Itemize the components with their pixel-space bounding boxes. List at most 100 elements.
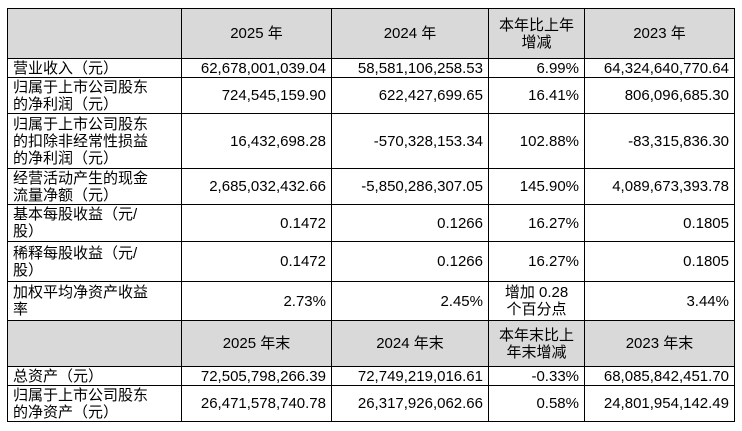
value-cell-text: -5,850,286,307.05 [361, 178, 483, 195]
value-cell-text: 806,096,685.30 [624, 87, 729, 104]
column-header: 2025 年 [181, 8, 332, 59]
value-cell-text: 145.90% [519, 178, 579, 195]
row-label: 加权平均净资产收益率 [7, 281, 182, 321]
row-label-text: 营业收入（元） [13, 59, 119, 77]
value-cell: 16,432,698.28 [181, 113, 332, 169]
row-label-text: 基本每股收益（元/股） [13, 206, 138, 240]
value-cell-text: 16.41% [528, 87, 579, 104]
value-cell: 16.41% [488, 77, 585, 114]
value-cell-text: 16,432,698.28 [230, 132, 326, 150]
row-label-text: 稀释每股收益（元/股） [13, 244, 138, 279]
value-cell: 68,085,842,451.70 [584, 366, 735, 386]
column-header-text: 2024 年末 [376, 335, 444, 352]
row-label-text: 归属于上市公司股东的扣除非经常性损益的净利润（元） [13, 115, 149, 167]
header-corner [7, 8, 182, 59]
row-label: 总资产（元） [7, 366, 182, 386]
data-row: 营业收入（元） 62,678,001,039.04 58,581,106,258.5… [7, 58, 735, 78]
value-cell: 0.58% [488, 385, 585, 422]
value-cell: 0.1805 [584, 241, 735, 282]
value-cell-text: 724,545,159.90 [221, 87, 326, 104]
data-row: 加权平均净资产收益率 2.73% 2.45% 增加 0.28 个百分点 3.44% [7, 281, 735, 321]
value-cell: 0.1472 [181, 241, 332, 282]
value-cell: 6.99% [488, 58, 585, 78]
value-cell: 72,505,798,266.39 [181, 366, 332, 386]
value-cell-text: 3.44% [686, 292, 729, 310]
value-cell-text: 2.45% [440, 292, 483, 310]
data-row: 总资产（元） 72,505,798,266.39 72,749,219,016.61… [7, 366, 735, 386]
value-cell: 26,317,926,062.66 [331, 385, 489, 422]
value-cell: 16.27% [488, 241, 585, 282]
value-cell: 2.45% [331, 281, 489, 321]
value-cell-text: 4,089,673,393.78 [612, 178, 729, 195]
value-cell: 724,545,159.90 [181, 77, 332, 114]
value-cell: -83,315,836.30 [584, 113, 735, 169]
value-cell: 58,581,106,258.53 [331, 58, 489, 78]
row-label-text: 总资产（元） [13, 367, 104, 385]
column-header-text: 本年末比上年末增减 [498, 326, 574, 361]
value-cell-text: -0.33% [531, 367, 579, 385]
column-header: 2024 年 [331, 8, 489, 59]
value-cell-text: 0.1805 [683, 214, 729, 232]
column-header: 2024 年末 [331, 320, 489, 367]
value-cell-text: 0.1266 [437, 214, 483, 232]
value-cell: 0.1472 [181, 204, 332, 242]
value-cell: 0.1266 [331, 241, 489, 282]
row-label-text: 归属于上市公司股东的净利润（元） [13, 78, 149, 113]
value-cell-text: 622,427,699.65 [378, 87, 483, 104]
value-cell-text: 16.27% [528, 253, 579, 270]
value-cell: -5,850,286,307.05 [331, 168, 489, 205]
value-cell: 16.27% [488, 204, 585, 242]
value-cell-text: 2,685,032,432.66 [209, 178, 326, 195]
value-cell: 24,801,954,142.49 [584, 385, 735, 422]
value-cell: 0.1805 [584, 204, 735, 242]
value-cell: 增加 0.28 个百分点 [488, 281, 585, 321]
column-header-text: 2025 年 [230, 25, 283, 42]
value-cell-text: -83,315,836.30 [628, 132, 729, 150]
row-label: 经营活动产生的现金流量净额（元） [7, 168, 182, 205]
value-cell: -0.33% [488, 366, 585, 386]
value-cell-text: 0.1472 [280, 214, 326, 232]
row-label: 基本每股收益（元/股） [7, 204, 182, 242]
value-cell-text: 0.1805 [683, 253, 729, 270]
value-cell: 0.1266 [331, 204, 489, 242]
value-cell-text: 58,581,106,258.53 [357, 59, 483, 77]
value-cell-text: 0.58% [536, 395, 579, 412]
value-cell-text: 72,505,798,266.39 [200, 367, 326, 385]
column-header-text: 2024 年 [383, 25, 437, 42]
value-cell: -570,328,153.34 [331, 113, 489, 169]
column-header: 2023 年末 [584, 320, 735, 367]
row-label-text: 加权平均净资产收益率 [13, 284, 149, 318]
value-cell-text: 0.1266 [437, 253, 483, 270]
column-header-text: 2023 年 [633, 25, 686, 42]
row-label: 归属于上市公司股东的扣除非经常性损益的净利润（元） [7, 113, 182, 169]
column-header-text: 本年比上年增减 [498, 16, 574, 51]
value-cell-text: 16.27% [528, 214, 579, 232]
data-row: 稀释每股收益（元/股） 0.1472 0.1266 16.27% 0.1805 [7, 241, 735, 282]
value-cell: 62,678,001,039.04 [181, 58, 332, 78]
value-cell: 806,096,685.30 [584, 77, 735, 114]
row-label: 营业收入（元） [7, 58, 182, 78]
value-cell-text: 72,749,219,016.61 [357, 367, 483, 385]
column-header-text: 2025 年末 [222, 335, 291, 352]
header-corner [7, 320, 182, 367]
value-cell-text: 64,324,640,770.64 [603, 59, 729, 77]
value-cell: 3.44% [584, 281, 735, 321]
value-cell-text: 2.73% [283, 292, 326, 310]
column-header: 2025 年末 [181, 320, 332, 367]
value-cell-text: 24,801,954,142.49 [603, 395, 729, 412]
column-header: 本年末比上年末增减 [488, 320, 585, 367]
data-row: 归属于上市公司股东的净利润（元） 724,545,159.90 622,427,69… [7, 77, 735, 114]
value-cell-text: 6.99% [536, 59, 579, 77]
value-cell: 102.88% [488, 113, 585, 169]
value-cell: 64,324,640,770.64 [584, 58, 735, 78]
financial-table: 2025 年 2024 年 本年比上年增减 2023 年营业收入（元） 62,678,0… [7, 8, 735, 422]
header-row: 2025 年末 2024 年末 本年末比上年末增减 2023 年末 [7, 320, 735, 367]
value-cell-text: -570,328,153.34 [373, 132, 483, 150]
column-header: 本年比上年增减 [488, 8, 585, 59]
value-cell: 72,749,219,016.61 [331, 366, 489, 386]
value-cell-text: 26,317,926,062.66 [357, 395, 483, 412]
value-cell: 2,685,032,432.66 [181, 168, 332, 205]
row-label: 稀释每股收益（元/股） [7, 241, 182, 282]
value-cell: 4,089,673,393.78 [584, 168, 735, 205]
